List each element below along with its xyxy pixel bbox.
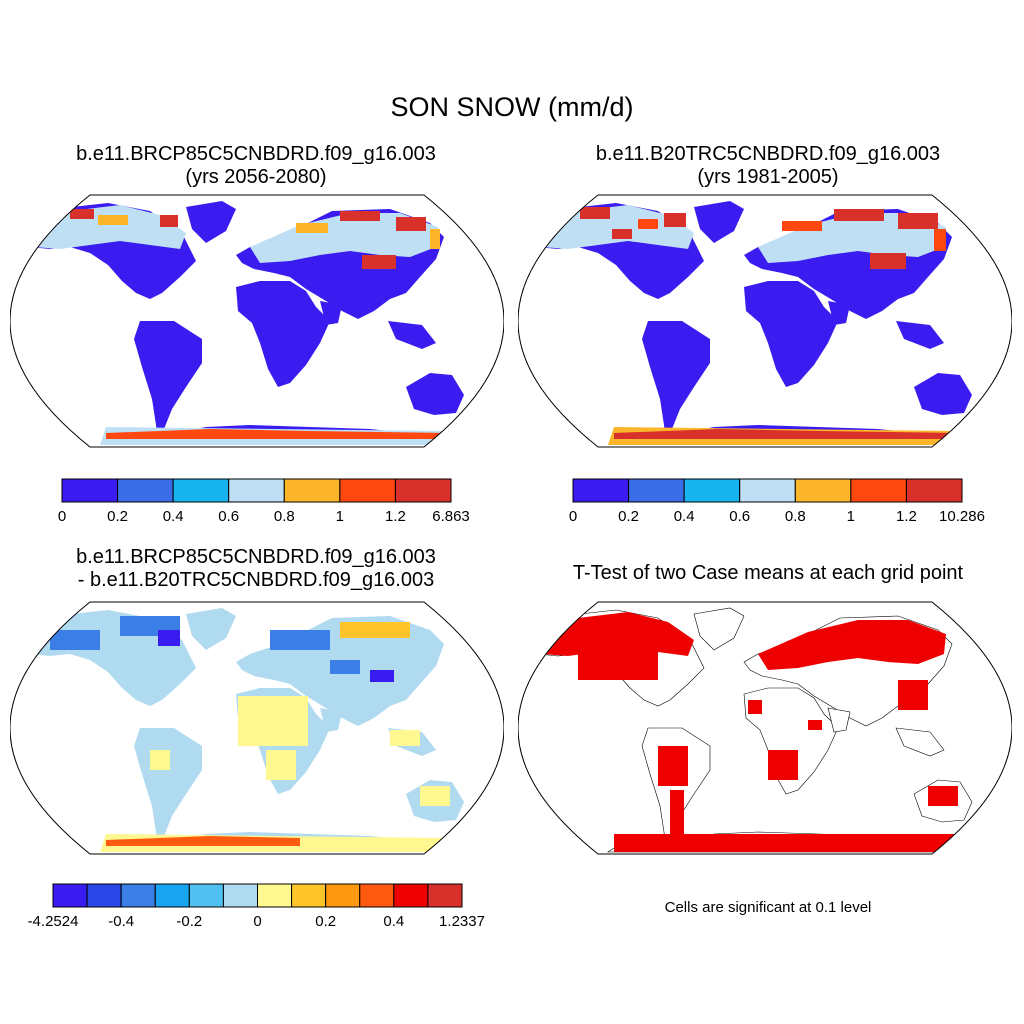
panel-future-title-line1: b.e11.BRCP85C5CNBDRD.f09_g16.003 — [76, 143, 436, 165]
colorbar-tick-label: -0.4 — [108, 913, 135, 930]
panel-difference-title-line2: - b.e11.B20TRC5CNBDRD.f09_g16.003 — [77, 569, 435, 591]
colorbar-swatch — [572, 478, 630, 503]
colorbar-tick-label: 0.4 — [383, 913, 405, 930]
colorbar-swatch — [228, 478, 285, 503]
panel-future-title-line2: (yrs 2056-2080) — [185, 166, 327, 188]
colorbar-swatch — [739, 478, 796, 503]
colorbar-swatch — [628, 478, 685, 503]
colorbar-swatch — [188, 883, 224, 908]
map-border — [10, 194, 504, 448]
colorbar-tick-label: 10.286 — [939, 508, 985, 525]
moderate-positive-cells — [340, 622, 410, 638]
map-future-case — [10, 194, 504, 448]
antarctic-coast-snow — [614, 429, 964, 439]
colorbar-swatch — [683, 478, 741, 503]
panel-future-title: b.e11.BRCP85C5CNBDRD.f09_g16.003 (yrs 20… — [0, 143, 512, 189]
panel-difference-title: b.e11.BRCP85C5CNBDRD.f09_g16.003 - b.e11… — [0, 546, 512, 592]
colorbar-swatch — [154, 883, 190, 908]
colorbar-swatch — [172, 478, 230, 503]
colorbar-tick-label: 6.863 — [432, 508, 470, 525]
colorbar-swatch — [325, 883, 361, 908]
panel-ttest-title: T-Test of two Case means at each grid po… — [572, 562, 964, 584]
colorbar-tick-label: -0.2 — [176, 913, 203, 930]
colorbar-tick-label: 1 — [335, 508, 345, 525]
colorbar-tick-label: 0.2 — [315, 913, 337, 930]
colorbar-future — [61, 478, 452, 503]
colorbar-swatch — [794, 478, 852, 503]
map-border — [518, 194, 1012, 448]
moderate-snowfall-cells — [638, 219, 946, 251]
colorbar-swatch — [393, 883, 429, 908]
colorbar-tick-label: 0 — [568, 508, 578, 525]
colorbar-tick-label: 0.4 — [673, 508, 695, 525]
negative-change-cells — [50, 616, 360, 674]
colorbar-tick-label: 1.2 — [384, 508, 406, 525]
significant-cells — [578, 640, 964, 852]
colorbar-swatch — [394, 478, 452, 503]
antarctic-coast-change — [106, 836, 300, 846]
colorbar-swatch — [222, 883, 259, 908]
colorbar-swatch — [905, 478, 963, 503]
colorbar-tick-label: 1.2 — [895, 508, 917, 525]
panel-historical-title-line1: b.e11.B20TRC5CNBDRD.f09_g16.003 — [595, 143, 941, 165]
map-difference — [10, 601, 504, 855]
panel-difference-title-line1: b.e11.BRCP85C5CNBDRD.f09_g16.003 — [76, 546, 436, 568]
map-border — [518, 601, 1012, 855]
colorbar-swatch — [61, 478, 119, 503]
high-snowfall-cells — [580, 207, 938, 269]
colorbar-swatch — [120, 883, 156, 908]
colorbar-historical — [572, 478, 963, 503]
colorbar-swatch — [257, 883, 293, 908]
colorbar-swatch — [86, 883, 122, 908]
panel-historical-title: b.e11.B20TRC5CNBDRD.f09_g16.003 (yrs 198… — [512, 143, 1024, 189]
colorbar-tick-label: 0.8 — [273, 508, 295, 525]
colorbar-tick-label: 0.4 — [162, 508, 184, 525]
panel-historical-title-line2: (yrs 1981-2005) — [697, 166, 839, 188]
colorbar-swatch — [359, 883, 395, 908]
map-historical-case — [518, 194, 1012, 448]
colorbar-tick-label: -4.2524 — [27, 913, 79, 930]
colorbar-tick-label: 0.8 — [784, 508, 806, 525]
colorbar-swatch — [283, 478, 341, 503]
high-snowfall-cells — [70, 209, 426, 269]
antarctic-coast-snow — [106, 429, 456, 439]
colorbar-swatch — [52, 883, 88, 908]
colorbar-tick-label: 0.2 — [107, 508, 128, 525]
colorbar-difference — [52, 883, 463, 908]
figure-title: SON SNOW (mm/d) — [390, 92, 634, 122]
moderate-snowfall-cells — [98, 215, 440, 249]
strong-negative-cells — [158, 630, 394, 682]
colorbar-tick-label: 1.2337 — [439, 913, 485, 930]
colorbar-swatch — [427, 883, 463, 908]
colorbar-tick-label: 0 — [57, 508, 67, 525]
colorbar-tick-label: 1 — [846, 508, 856, 525]
significance-note: Cells are significant at 0.1 level — [664, 899, 872, 916]
colorbar-tick-label: 0.2 — [618, 508, 639, 525]
positive-change-cells — [150, 696, 450, 806]
colorbar-swatch — [850, 478, 907, 503]
colorbar-swatch — [291, 883, 327, 908]
map-border — [10, 601, 504, 855]
colorbar-tick-label: 0.6 — [729, 508, 751, 525]
colorbar-tick-label: 0 — [253, 913, 262, 930]
colorbar-swatch — [339, 478, 396, 503]
colorbar-tick-label: 0.6 — [218, 508, 240, 525]
map-t-test — [518, 601, 1012, 855]
colorbar-swatch — [117, 478, 174, 503]
